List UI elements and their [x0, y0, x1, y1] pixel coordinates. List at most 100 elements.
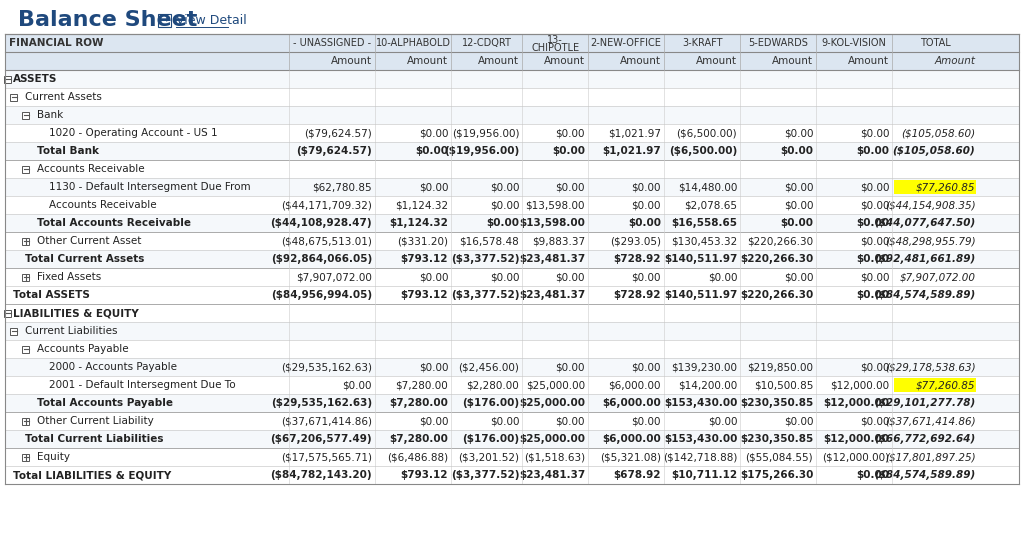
Text: 9-KOL-VISION: 9-KOL-VISION	[822, 38, 887, 48]
Text: ($29,535,162.63): ($29,535,162.63)	[282, 362, 372, 372]
Text: Accounts Receivable: Accounts Receivable	[49, 200, 157, 210]
Text: $0.00: $0.00	[708, 416, 737, 426]
Text: $12,000.00: $12,000.00	[823, 398, 889, 408]
Text: $0.00: $0.00	[780, 218, 813, 228]
Text: $0.00: $0.00	[556, 416, 585, 426]
Text: $0.00: $0.00	[632, 182, 662, 192]
Text: $0.00: $0.00	[860, 272, 889, 282]
Text: $0.00: $0.00	[860, 362, 889, 372]
Bar	[5, 430, 1019, 448]
Text: $6,000.00: $6,000.00	[602, 398, 662, 408]
Text: ($3,377.52): ($3,377.52)	[451, 470, 519, 480]
Text: $0.00: $0.00	[419, 272, 449, 282]
Text: $728.92: $728.92	[613, 254, 662, 264]
Text: ($29,101,277.78): ($29,101,277.78)	[874, 398, 976, 408]
Text: Amount: Amount	[621, 56, 662, 66]
Text: ($79,624.57): ($79,624.57)	[296, 146, 372, 156]
Text: $6,000.00: $6,000.00	[608, 380, 662, 390]
Text: $0.00: $0.00	[415, 146, 449, 156]
Text: $25,000.00: $25,000.00	[526, 380, 585, 390]
Text: ($29,178,538.63): ($29,178,538.63)	[885, 362, 976, 372]
Text: $0.00: $0.00	[489, 182, 519, 192]
Text: $793.12: $793.12	[400, 470, 449, 480]
Text: $2,280.00: $2,280.00	[466, 380, 519, 390]
Text: 1130 - Default Intersegment Due From: 1130 - Default Intersegment Due From	[49, 182, 251, 192]
Bar	[5, 322, 1019, 340]
Text: Other Current Liability: Other Current Liability	[37, 416, 154, 426]
Text: $7,907,072.00: $7,907,072.00	[296, 272, 372, 282]
Text: $62,780.85: $62,780.85	[312, 182, 372, 192]
Text: FINANCIAL ROW: FINANCIAL ROW	[9, 38, 103, 48]
Text: $219,850.00: $219,850.00	[748, 362, 813, 372]
Bar	[22, 111, 29, 118]
Bar	[5, 160, 1019, 178]
Text: $16,578.48: $16,578.48	[460, 236, 519, 246]
Text: $13,598.00: $13,598.00	[525, 200, 585, 210]
Text: ($1,518.63): ($1,518.63)	[524, 452, 585, 462]
Text: $0.00: $0.00	[708, 272, 737, 282]
Bar	[5, 340, 1019, 358]
Text: ($176.00): ($176.00)	[462, 434, 519, 444]
Text: 5-EDWARDS: 5-EDWARDS	[749, 38, 808, 48]
FancyBboxPatch shape	[158, 14, 171, 27]
Bar	[894, 378, 977, 392]
Text: $0.00: $0.00	[783, 128, 813, 138]
Text: Total Current Liabilities: Total Current Liabilities	[25, 434, 164, 444]
Text: ($19,956.00): ($19,956.00)	[452, 128, 519, 138]
Text: $77,260.85: $77,260.85	[915, 380, 976, 390]
Bar	[5, 214, 1019, 232]
Text: ($331.20): ($331.20)	[397, 236, 449, 246]
Text: $0.00: $0.00	[343, 380, 372, 390]
Text: $0.00: $0.00	[419, 362, 449, 372]
Text: ($293.05): ($293.05)	[610, 236, 662, 246]
Text: $0.00: $0.00	[783, 416, 813, 426]
Text: $25,000.00: $25,000.00	[519, 398, 585, 408]
Text: 13-: 13-	[547, 35, 563, 45]
Text: $10,711.12: $10,711.12	[671, 470, 737, 480]
Text: $0.00: $0.00	[556, 362, 585, 372]
Text: $0.00: $0.00	[628, 218, 662, 228]
Text: ($12,000.00): ($12,000.00)	[822, 452, 889, 462]
Text: ($6,500.00): ($6,500.00)	[677, 128, 737, 138]
Text: $23,481.37: $23,481.37	[519, 290, 585, 300]
Text: ($17,575,565.71): ($17,575,565.71)	[282, 452, 372, 462]
Bar	[5, 448, 1019, 466]
Text: ($142,718.88): ($142,718.88)	[663, 452, 737, 462]
Text: $0.00: $0.00	[556, 182, 585, 192]
Bar	[22, 418, 29, 425]
Text: Current Assets: Current Assets	[25, 92, 101, 102]
Text: $13,598.00: $13,598.00	[519, 218, 585, 228]
Text: ($17,801,897.25): ($17,801,897.25)	[885, 452, 976, 462]
Text: $9,883.37: $9,883.37	[531, 236, 585, 246]
Text: ($84,956,994.05): ($84,956,994.05)	[271, 290, 372, 300]
Text: $0.00: $0.00	[489, 200, 519, 210]
Text: $7,280.00: $7,280.00	[389, 434, 449, 444]
Text: $793.12: $793.12	[400, 254, 449, 264]
Text: $0.00: $0.00	[552, 146, 585, 156]
Text: $23,481.37: $23,481.37	[519, 470, 585, 480]
Text: Amount: Amount	[544, 56, 585, 66]
Text: ($37,671,414.86): ($37,671,414.86)	[885, 416, 976, 426]
Bar	[22, 453, 29, 460]
Bar	[5, 358, 1019, 376]
Text: ($84,574,589.89): ($84,574,589.89)	[874, 470, 976, 480]
Text: $7,280.00: $7,280.00	[395, 380, 449, 390]
Text: $1,021.97: $1,021.97	[602, 146, 662, 156]
Bar	[5, 412, 1019, 430]
Text: Amount: Amount	[848, 56, 889, 66]
Bar	[5, 232, 1019, 250]
Text: TOTAL: TOTAL	[920, 38, 950, 48]
Text: 12-CDQRT: 12-CDQRT	[462, 38, 512, 48]
Text: $130,453.32: $130,453.32	[671, 236, 737, 246]
Text: Amount: Amount	[696, 56, 737, 66]
Text: $140,511.97: $140,511.97	[664, 254, 737, 264]
Bar	[5, 466, 1019, 484]
Text: Total ASSETS: Total ASSETS	[13, 290, 90, 300]
Bar	[5, 268, 1019, 286]
Text: ($19,956.00): ($19,956.00)	[443, 146, 519, 156]
Text: ($6,486.88): ($6,486.88)	[387, 452, 449, 462]
Text: ($176.00): ($176.00)	[462, 398, 519, 408]
Text: $0.00: $0.00	[856, 470, 889, 480]
Text: Fixed Assets: Fixed Assets	[37, 272, 101, 282]
Text: - UNASSIGNED -: - UNASSIGNED -	[293, 38, 371, 48]
